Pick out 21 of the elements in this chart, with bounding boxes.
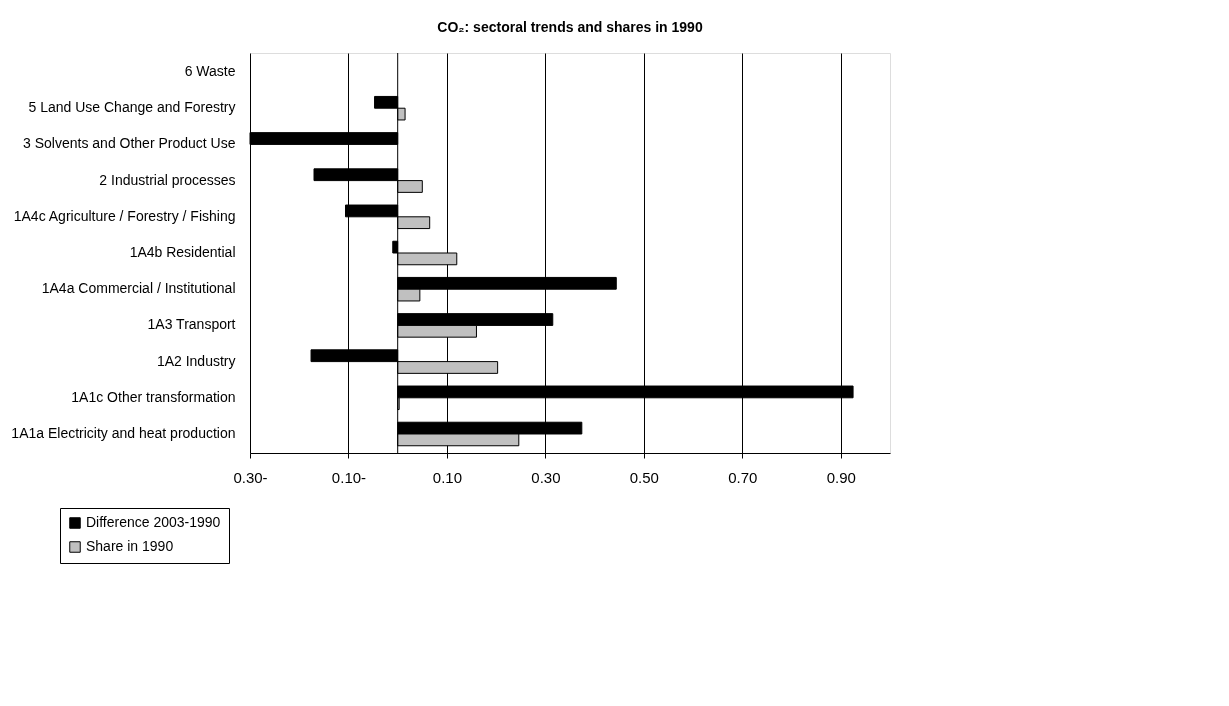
x-tick-label: 0.30- xyxy=(233,468,268,486)
x-tick-label: 0.10- xyxy=(331,468,367,486)
y-tick-label: 1A3 Transport xyxy=(147,316,236,333)
legend-label: Difference 2003-1990 xyxy=(86,514,221,530)
y-tick-label: 1A2 Industry xyxy=(156,352,236,369)
y-tick-label: 1A4a Commercial / Institutional xyxy=(41,280,236,297)
x-tick-label: 0.10 xyxy=(432,468,463,486)
y-tick-label: 3 Solvents and Other Product Use xyxy=(23,135,236,152)
x-tick-label: 0.90 xyxy=(826,468,856,486)
x-tick-label: 0.70 xyxy=(728,468,758,486)
y-tick-label: 1A4b Residential xyxy=(129,244,236,260)
y-tick-label: 1A4c Agriculture / Forestry / Fishing xyxy=(13,207,236,224)
y-tick-label: 6 Waste xyxy=(184,63,236,79)
y-tick-label: 2 Industrial processes xyxy=(99,171,236,188)
chart-title: CO₂: sectoral trends and shares in 1990 xyxy=(437,18,703,35)
y-tick-label: 1A1a Electricity and heat production xyxy=(11,425,236,441)
x-tick-label: 0.50 xyxy=(629,468,659,486)
x-tick-label: 0.30 xyxy=(531,468,561,486)
legend-label: Share in 1990 xyxy=(86,538,174,554)
y-tick-label: 1A1c Other transformation xyxy=(71,388,236,405)
y-tick-label: 5 Land Use Change and Forestry xyxy=(28,99,236,116)
